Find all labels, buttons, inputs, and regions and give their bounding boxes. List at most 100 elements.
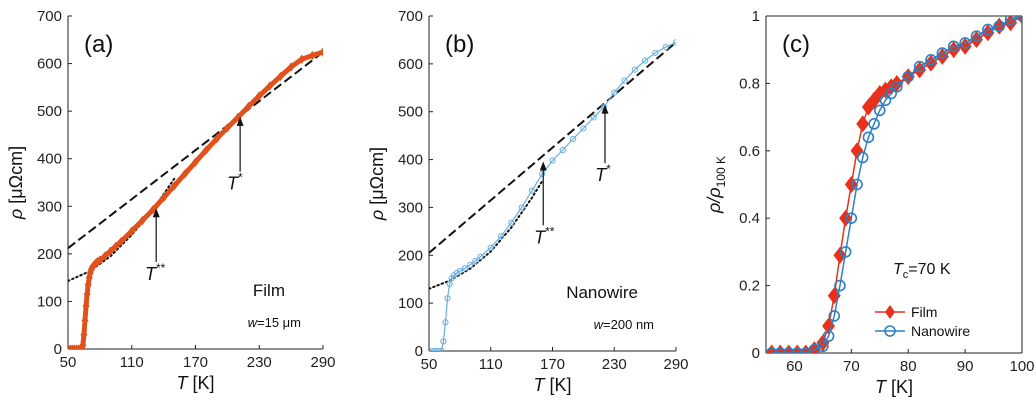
y-tick-label: 400 <box>398 152 423 169</box>
dotted-fit-curve <box>429 180 544 290</box>
data-point <box>245 101 253 111</box>
data-point <box>170 181 178 191</box>
y-tick-label: 400 <box>37 151 62 168</box>
annotation-label: T* <box>227 171 243 194</box>
data-point <box>82 301 90 311</box>
legend-marker <box>884 325 896 337</box>
data-point <box>440 338 447 345</box>
x-tick-label: 230 <box>247 354 272 371</box>
data-point <box>845 212 858 224</box>
x-tick-label: 170 <box>540 356 565 373</box>
data-point <box>456 267 463 275</box>
data-point <box>308 50 316 61</box>
y-tick-label: 100 <box>398 295 423 312</box>
data-point <box>766 347 778 353</box>
data-point <box>981 24 995 42</box>
x-tick-label: 110 <box>120 354 144 371</box>
annotation-arrow-head <box>539 161 547 171</box>
data-point <box>518 204 525 211</box>
panel-label: (c) <box>782 31 810 58</box>
width-label: w=200 nm <box>594 317 654 332</box>
data-point <box>834 279 846 292</box>
y-axis-label: ρ/ρ100 K <box>704 156 728 214</box>
data-point <box>559 146 566 154</box>
data-point <box>276 71 285 81</box>
data-point <box>822 330 835 342</box>
data-point <box>925 54 937 66</box>
y-tick-label: 600 <box>37 56 62 73</box>
data-point <box>101 251 109 261</box>
y-axis-label: ρ [μΩcm] <box>367 147 387 221</box>
data-point <box>1004 16 1017 26</box>
data-point <box>839 246 852 258</box>
panel-b: 50 110 170 230 290 0 100 200 300 400 500 600 700 T [K… <box>367 8 689 395</box>
x-tick-label: 110 <box>479 356 503 373</box>
data-point <box>472 257 479 265</box>
data-point <box>993 20 1006 32</box>
data-point <box>213 134 221 144</box>
data-point <box>856 115 870 133</box>
data-point <box>435 347 442 351</box>
plot-area <box>68 47 323 349</box>
y-tick-label: 0.6 <box>739 143 760 160</box>
annotation-label: T** <box>534 224 555 247</box>
data-point <box>631 66 638 73</box>
data-point <box>873 104 886 117</box>
panel-c: 60 70 80 90 100 0 0.2 0.4 0.6 0.8 1 T [K] ρ/ρ100 K (c… <box>704 8 1035 397</box>
data-point <box>1004 16 1018 32</box>
data-point <box>149 205 157 215</box>
data-point <box>868 118 880 130</box>
data-point <box>96 255 104 265</box>
data-point <box>117 236 125 247</box>
y-tick-label: 0 <box>752 345 760 362</box>
data-point <box>891 80 903 93</box>
series-line <box>432 41 676 351</box>
data-point <box>181 169 189 179</box>
data-point <box>438 347 445 351</box>
data-point <box>83 289 91 299</box>
data-point <box>959 37 971 49</box>
data-point <box>298 54 306 64</box>
data-point <box>800 347 812 353</box>
data-point <box>106 246 115 256</box>
x-tick-label: 70 <box>843 358 860 375</box>
x-tick-label: 170 <box>183 354 208 371</box>
data-point <box>429 347 436 351</box>
data-point <box>969 31 983 49</box>
data-point <box>902 70 915 83</box>
data-point <box>850 142 864 160</box>
sample-label: Film <box>253 281 285 300</box>
y-axis-label: ρ [μΩcm] <box>6 146 26 220</box>
data-point <box>580 125 587 132</box>
panel-a: 50 110 170 230 290 0 100 200 300 400 500 600 700 T [K… <box>6 8 336 393</box>
y-tick-label: 0 <box>415 343 423 360</box>
data-point <box>128 226 136 236</box>
data-point <box>255 91 263 101</box>
annotation-label: T* <box>595 162 611 185</box>
data-point <box>81 315 89 326</box>
data-point <box>913 60 926 73</box>
data-point <box>924 54 938 72</box>
y-tick-label: 1 <box>752 8 760 25</box>
data-point <box>833 246 847 264</box>
data-point <box>80 330 88 340</box>
data-point <box>828 310 841 322</box>
data-point <box>528 187 536 194</box>
series-line <box>771 16 1022 353</box>
data-point <box>539 170 546 178</box>
data-point <box>642 57 649 64</box>
annotation-label: T** <box>145 261 166 284</box>
data-point <box>202 145 210 155</box>
data-point <box>138 216 146 226</box>
x-tick-label: 100 <box>1009 358 1034 375</box>
data-point <box>590 114 597 121</box>
data-point <box>497 233 505 240</box>
x-tick-label: 50 <box>421 356 438 373</box>
data-point <box>982 23 994 36</box>
y-tick-label: 200 <box>398 247 423 264</box>
annotation-arrow-head <box>601 104 609 114</box>
data-point <box>791 347 804 353</box>
x-tick-label: 60 <box>786 358 803 375</box>
y-tick-label: 300 <box>398 199 423 216</box>
